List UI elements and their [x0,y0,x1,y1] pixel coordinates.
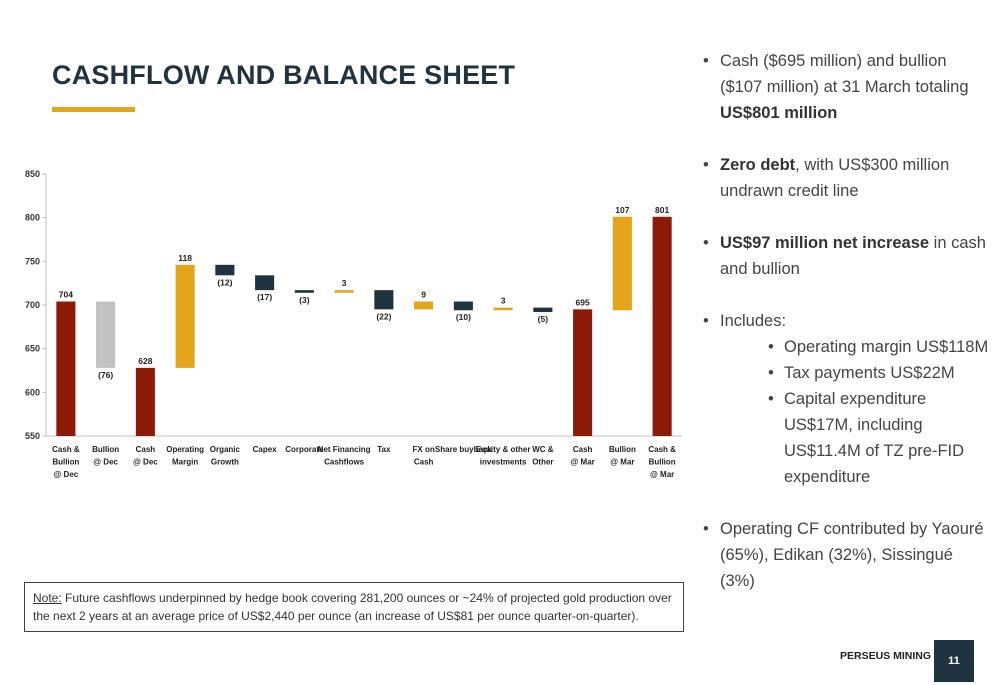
data-label: (12) [217,277,232,287]
x-tick-label: Cashflows [324,458,365,467]
waterfall-chart: 550 600 650 700 750 800 850 704 Cash & Bullion @ … [25,169,682,479]
y-tick-label: 700 [25,300,40,310]
data-label: 628 [138,356,152,366]
bar-16 [652,216,672,436]
bar-1 [56,301,76,436]
data-label: 9 [421,290,426,300]
sub-bullet-capex: Capital expenditure US$17M, including US… [764,386,990,490]
y-tick-label: 600 [25,387,40,397]
x-tick-label: Equity & other [476,445,531,454]
bullet-text: Includes: [720,312,787,330]
y-tick-label: 850 [25,169,40,179]
bar-14 [573,309,593,436]
data-label: 3 [342,278,347,288]
x-tick-label: Bullion [52,458,79,467]
data-label: (5) [538,314,549,324]
x-tick-label: FX on [413,445,435,454]
x-tick-label: @ Mar [650,470,674,479]
bullet-text: , with US$300 million undrawn credit lin… [720,156,950,200]
x-tick-label: Cash [414,458,434,467]
bullet-includes: Includes: Operating margin US$118M Tax p… [700,308,990,490]
bar-8 [334,290,354,293]
sub-bullet-operating-margin: Operating margin US$118M [764,334,990,360]
bar-13 [533,307,553,312]
y-tick-label: 750 [25,256,40,266]
x-tick-label: Share buyback [435,445,492,454]
note-text: Future cashflows underpinned by hedge bo… [33,591,672,623]
x-tick-label: Net Financing [318,445,371,454]
summary-bullets: Cash ($695 million) and bullion ($107 mi… [700,48,990,620]
x-tick-label: Organic [210,445,241,454]
bullet-bold: US$97 million net increase [720,234,930,252]
data-label: 695 [576,297,590,307]
note-box: Note: Future cashflows underpinned by he… [24,582,684,632]
bar-9 [374,290,394,310]
bullet-bold: US$801 million [720,104,838,122]
data-label: (3) [299,295,310,305]
bullet-text: Cash ($695 million) and bullion ($107 mi… [720,52,969,96]
bar-11 [453,301,473,311]
bar-15 [612,216,632,311]
includes-sublist: Operating margin US$118M Tax payments US… [720,334,990,490]
x-tick-label: @ Mar [610,458,634,467]
data-label: 118 [178,253,192,263]
page-title: CASHFLOW AND BALANCE SHEET [52,60,516,90]
x-tick-label: @ Mar [571,458,595,467]
bullet-cash-bullion: Cash ($695 million) and bullion ($107 mi… [700,48,990,126]
y-tick-label: 650 [25,344,40,354]
data-label: (10) [456,312,471,322]
bar-2 [96,301,116,368]
bullet-operating-cf: Operating CF contributed by Yaouré (65%)… [700,516,990,594]
x-tick-label: @ Dec [54,470,79,479]
bar-6 [255,275,275,291]
data-label: (76) [98,370,113,380]
data-label: 3 [501,296,506,306]
bar-10 [414,301,434,310]
x-tick-label: Cash [573,445,593,454]
y-tick-label: 800 [25,213,40,223]
x-tick-label: Cash & [648,445,676,454]
bar-5 [215,264,235,276]
data-label: 704 [59,290,73,300]
sub-bullet-tax: Tax payments US$22M [764,360,990,386]
x-tick-label: investments [480,458,527,467]
note-label: Note: [33,591,62,605]
bar-4 [175,264,195,368]
x-tick-label: Bullion [649,458,676,467]
bar-3 [135,367,155,436]
x-tick-label: Margin [172,458,198,467]
x-tick-label: Cash & [52,445,80,454]
data-label: 801 [655,205,669,215]
x-tick-label: @ Dec [133,458,158,467]
bullet-text: in cash and bullion [720,234,986,278]
bullet-bold: Zero debt [720,156,796,174]
title-underline [52,107,135,112]
x-tick-label: Operating [166,445,204,454]
x-tick-label: Other [532,458,553,467]
x-tick-label: @ Dec [93,458,118,467]
bar-7 [294,290,314,293]
data-label: 107 [615,205,629,215]
y-tick-label: 550 [25,431,40,441]
x-tick-label: Growth [211,458,239,467]
x-tick-label: Corporate [285,445,324,454]
bullet-zero-debt: Zero debt, with US$300 million undrawn c… [700,152,990,204]
x-tick-label: WC & [532,445,554,454]
x-tick-label: Cash [136,445,156,454]
bullet-net-increase: US$97 million net increase in cash and b… [700,230,990,282]
bar-12 [493,307,513,311]
data-label: (17) [257,292,272,302]
footer-brand: PERSEUS MINING [840,650,932,662]
x-tick-label: Capex [253,445,278,454]
x-tick-label: Bullion [609,445,636,454]
x-tick-label: Bullion [92,445,119,454]
x-tick-label: Tax [377,445,391,454]
page-number: 11 [934,640,974,682]
data-label: (22) [376,311,391,321]
